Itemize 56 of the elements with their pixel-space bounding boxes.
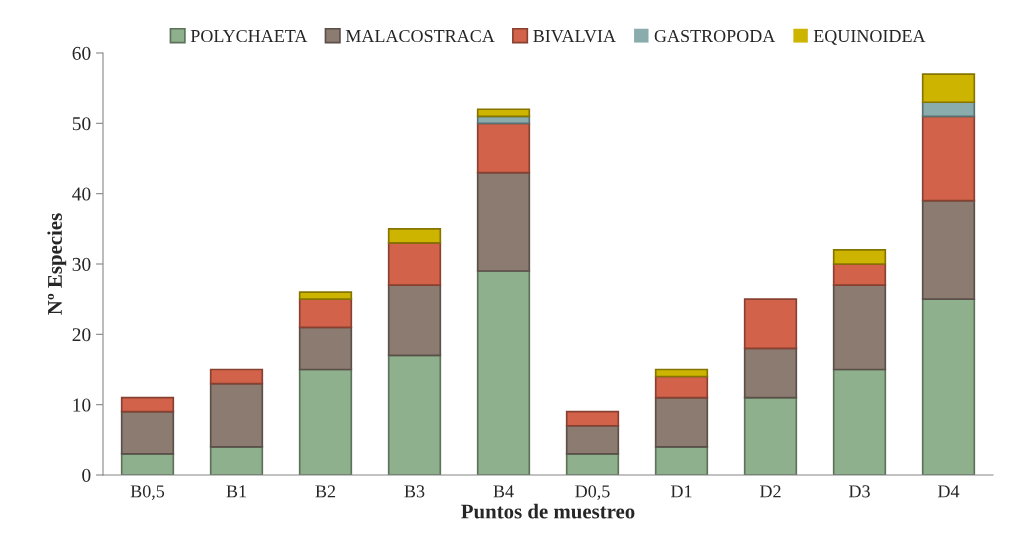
y-tick-label: 0 [82,468,91,482]
bar [209,382,264,448]
bar [476,171,531,272]
bar [743,347,798,399]
bar [565,424,620,455]
y-tick-label: 40 [72,187,91,201]
y-axis-title: Nº Especies [47,213,67,315]
bar [832,249,887,265]
x-tick-label: D0,5 [575,485,610,501]
y-tick-label: 20 [72,328,91,342]
bar [565,410,620,427]
bar [298,298,353,329]
bar [387,354,442,475]
bar [832,368,887,475]
y-tick-label: 30 [72,257,91,271]
bar [654,396,709,448]
bar [298,291,353,301]
bar [832,284,887,371]
bar [743,396,798,475]
bar [387,284,442,357]
x-tick-label: D4 [937,485,960,498]
bar [654,368,709,378]
y-tick-label: 50 [72,117,91,131]
bar [209,368,264,385]
bar [921,298,976,475]
x-tick-label: D3 [848,485,870,498]
y-tick-label: 10 [73,398,91,412]
bar [476,122,531,174]
bar [921,73,976,104]
x-tick-label: B4 [493,485,514,498]
bar [832,263,887,286]
bar [120,396,175,413]
bar [387,242,442,286]
bar [921,115,976,202]
legend-label: POLYCHAETA [190,29,308,43]
bar [476,270,531,475]
x-tick-label: B2 [315,485,336,498]
legend-label: MALACOSTRACA [345,29,495,43]
x-tick-label: D2 [759,485,781,498]
y-tick-label: 60 [72,46,91,60]
bar [387,227,442,244]
x-tick-label: B3 [404,485,425,498]
bar [298,368,353,475]
bar [476,108,531,118]
x-axis-title: Puntos de muestreo [461,503,635,519]
bar [743,298,798,350]
bar [298,326,353,371]
x-tick-label: D1 [670,485,692,498]
bar [921,199,976,301]
legend-label: EQUINOIDEA [813,29,926,45]
bar [120,410,175,455]
x-tick-label: B1 [226,485,246,498]
legend-label: GASTROPODA [654,29,776,43]
legend-label: BIVALVIA [533,30,616,43]
x-tick-label: B0,5 [130,485,165,501]
bar [654,375,709,399]
